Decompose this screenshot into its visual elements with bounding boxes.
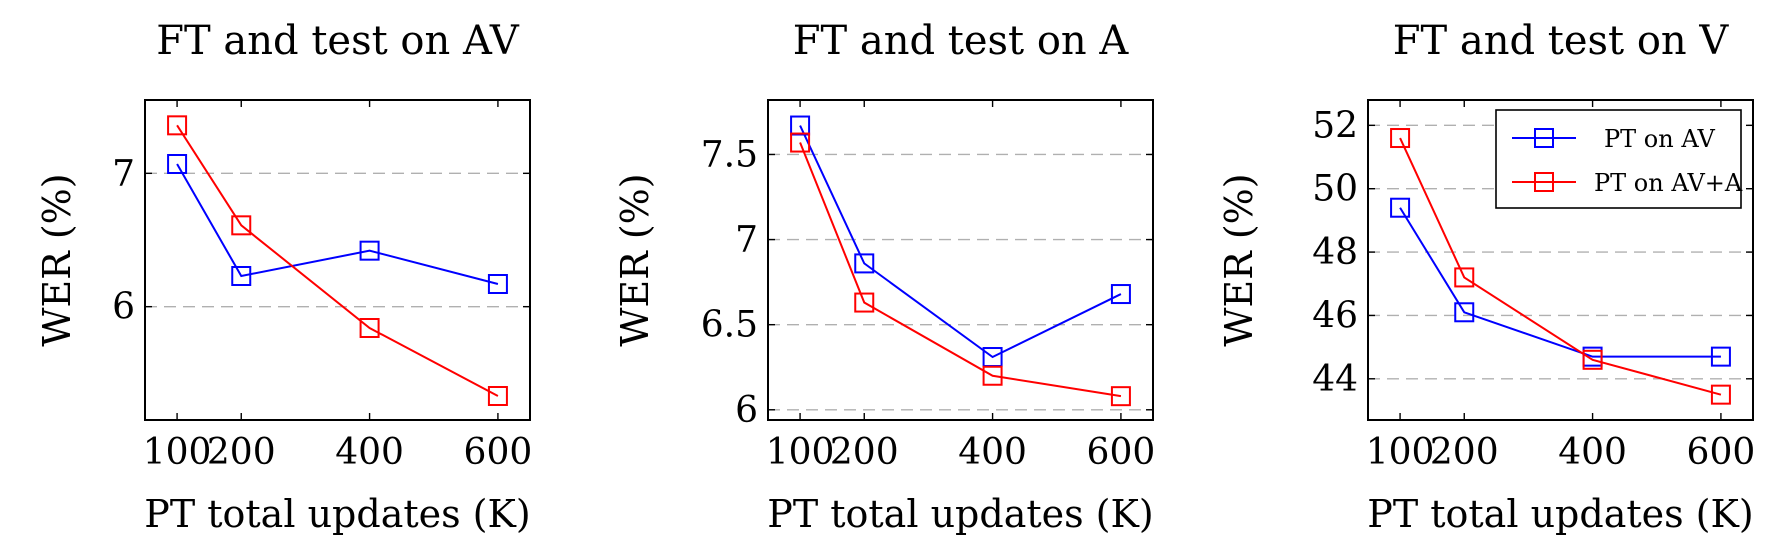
y-tick-label: 7.5: [701, 134, 758, 175]
data-point: [487, 274, 508, 294]
x-tick-label: 100: [1366, 432, 1435, 473]
data-point: [790, 132, 811, 153]
y-tick-label: 48: [1312, 232, 1358, 273]
y-tick-label: 6: [735, 390, 758, 431]
legend-entry: PT on AV+A: [1512, 169, 1743, 197]
plot-frame: [767, 99, 1154, 421]
y-axis-label: WER (%): [613, 173, 657, 346]
x-tick-label: 600: [1687, 432, 1756, 473]
data-point: [1454, 267, 1475, 288]
data-point: [359, 240, 380, 261]
series-pt-on-av-a: [167, 115, 508, 406]
data-point: [1710, 346, 1731, 367]
y-tick-label: 7: [112, 153, 135, 194]
legend-label: PT on AV: [1604, 125, 1715, 153]
x-tick-label: 200: [1430, 432, 1499, 473]
legend-marker: [1534, 172, 1554, 192]
y-axis-label: WER (%): [35, 173, 79, 346]
x-tick-label: 600: [1087, 432, 1156, 473]
y-tick-label: 46: [1312, 295, 1358, 336]
data-point: [167, 154, 188, 174]
data-point: [1582, 349, 1603, 370]
legend-box: [1495, 109, 1742, 209]
data-point: [231, 215, 252, 236]
y-tick-label: 50: [1312, 169, 1358, 210]
x-tick-label: 200: [207, 432, 276, 473]
x-axis-label: PT total updates (K): [144, 492, 530, 536]
chart-title: FT and test on A: [793, 18, 1130, 64]
legend: PT on AV PT on AV+A: [1495, 109, 1743, 209]
y-tick-label: 7: [735, 220, 758, 261]
series-pt-on-av: [1390, 197, 1731, 367]
plot-frame: [1367, 99, 1754, 421]
series-line: [799, 125, 1122, 359]
y-axis-label: WER (%): [1217, 173, 1261, 346]
x-tick-label: 400: [1558, 432, 1627, 473]
x-tick-label: 400: [958, 432, 1027, 473]
x-axis-label: PT total updates (K): [1367, 492, 1753, 536]
x-tick-label: 100: [766, 432, 835, 473]
series-pt-on-av-a: [790, 132, 1131, 407]
data-point: [1110, 284, 1131, 305]
series-line: [176, 163, 499, 285]
x-axis-label: PT total updates (K): [767, 492, 1153, 536]
series-line: [1399, 207, 1721, 358]
y-tick-label: 6.5: [701, 305, 758, 346]
data-point: [854, 253, 875, 274]
legend-label: PT on AV+A: [1594, 169, 1743, 197]
data-point: [487, 386, 508, 406]
data-point: [1710, 384, 1731, 405]
data-point: [982, 365, 1003, 386]
chart-title: FT and test on V: [1393, 18, 1730, 64]
data-point: [167, 115, 188, 136]
series-line: [799, 142, 1122, 398]
data-point: [1390, 128, 1411, 149]
series-line: [1399, 137, 1722, 396]
data-point: [854, 292, 875, 313]
x-tick-label: 200: [830, 432, 899, 473]
legend-entry: PT on AV: [1512, 125, 1715, 153]
data-point: [1390, 197, 1411, 218]
chart-title: FT and test on AV: [156, 18, 520, 64]
x-tick-label: 400: [335, 432, 404, 473]
data-point: [1454, 302, 1475, 323]
y-tick-label: 52: [1312, 105, 1358, 146]
x-tick-label: 600: [464, 432, 533, 473]
y-tick-label: 44: [1312, 359, 1358, 400]
data-point: [1110, 386, 1131, 407]
series-line: [176, 124, 499, 397]
y-tick-label: 6: [112, 287, 135, 328]
data-point: [231, 266, 252, 286]
data-point: [359, 318, 380, 338]
series-pt-on-av: [167, 154, 508, 294]
x-tick-label: 100: [143, 432, 212, 473]
plot-frame: [144, 99, 531, 421]
series-pt-on-av-a: [1390, 128, 1731, 405]
legend-marker: [1534, 128, 1554, 148]
